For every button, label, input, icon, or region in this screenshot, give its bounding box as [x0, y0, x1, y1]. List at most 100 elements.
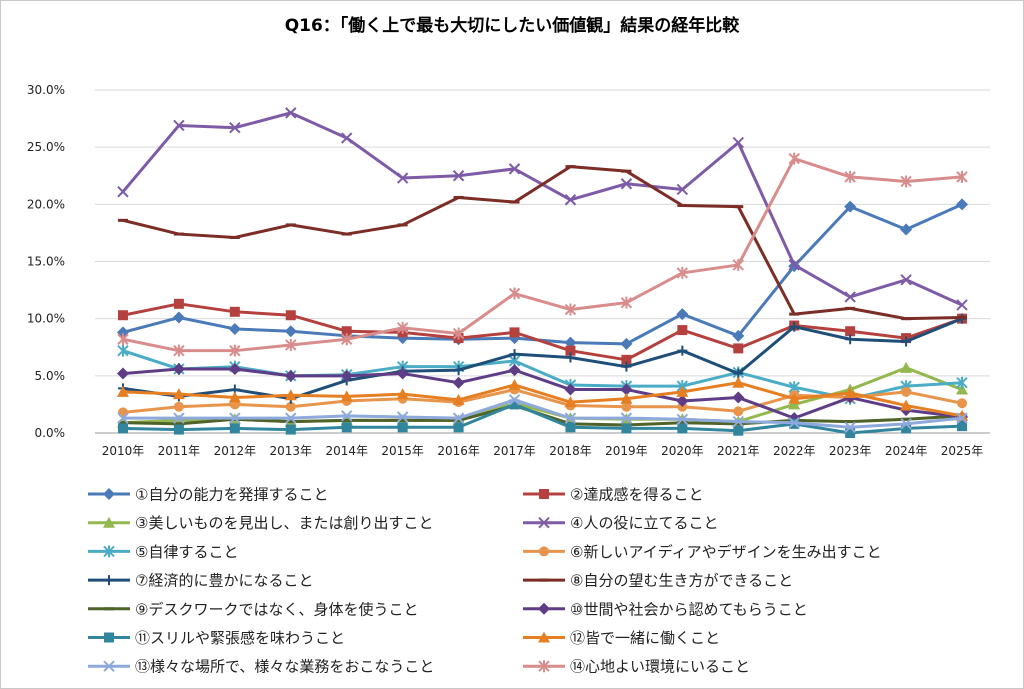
data-point [396, 388, 409, 400]
legend-label: ⑭心地よい環境にいること [570, 658, 750, 676]
legend-label: ④人の役に立てること [570, 514, 718, 532]
legend-label: ⑩世間や社会から認めてもらうこと [570, 600, 808, 618]
data-point [677, 203, 688, 207]
data-point [900, 274, 912, 286]
data-point [117, 218, 128, 222]
data-point [956, 170, 968, 183]
data-point [733, 205, 744, 209]
data-point [900, 418, 912, 430]
data-point [732, 136, 744, 149]
data-point [564, 194, 577, 206]
x-tick-label: 2011年 [158, 444, 201, 458]
data-point [844, 421, 856, 433]
data-point [620, 178, 633, 190]
data-point [452, 376, 465, 389]
legend-label: ②達成感を得ること [570, 486, 703, 504]
data-point [509, 399, 520, 410]
data-point [453, 195, 464, 199]
data-point [620, 383, 633, 396]
data-point [285, 412, 297, 424]
legend-label: ①自分の能力を発揮すること [135, 486, 328, 504]
data-point [676, 266, 689, 279]
data-point [677, 325, 688, 336]
data-point [285, 420, 296, 424]
data-point [341, 418, 352, 422]
legend-marker [538, 631, 550, 643]
legend-label: ⑪スリルや緊張感を味わうこと [135, 629, 345, 647]
legend-label: ⑤自律すること [135, 543, 238, 561]
data-point [452, 412, 465, 424]
series-line [122, 317, 963, 401]
data-point [117, 310, 128, 321]
data-point [732, 391, 745, 404]
legend-marker [539, 546, 549, 557]
data-point [452, 327, 465, 340]
data-point [900, 223, 913, 236]
data-point [901, 336, 912, 347]
data-point [117, 344, 129, 357]
legend-label: ⑦経済的に豊かになること [135, 572, 313, 590]
y-tick-label: 30.0% [27, 83, 65, 97]
data-point [564, 303, 577, 316]
series-line [122, 165, 963, 321]
data-point [285, 401, 296, 412]
data-point [173, 422, 184, 426]
data-point [564, 396, 577, 408]
legend-item: ⑪スリルや緊張感を味わうこと [88, 629, 345, 647]
data-point [676, 394, 689, 407]
x-tick-label: 2012年 [214, 444, 257, 458]
data-point [229, 306, 240, 317]
series-line [122, 402, 963, 435]
data-point [508, 364, 521, 377]
data-point [621, 361, 632, 372]
data-point [900, 361, 913, 373]
data-point [957, 316, 968, 320]
data-point [396, 411, 409, 423]
x-tick-label: 2016年 [437, 444, 480, 458]
data-point [620, 296, 633, 309]
data-point [956, 383, 969, 395]
data-point [172, 311, 185, 324]
data-point [845, 428, 856, 438]
legend-item: ⑫皆で一緒に働くこと [523, 629, 720, 647]
data-point [284, 325, 297, 338]
data-point [341, 410, 353, 422]
data-point [452, 170, 465, 182]
legend-marker [538, 660, 550, 673]
chart-title: Q16：「働く上で最も大切にしたい価値観」結果の経年比較 [285, 15, 741, 36]
legend-marker [103, 660, 115, 672]
data-point [396, 172, 409, 184]
data-point [509, 327, 520, 338]
legend-marker [538, 516, 550, 529]
data-point [228, 322, 241, 335]
data-point [732, 329, 745, 342]
legend-item: ③美しいものを見出し、または創り出すこと [88, 514, 433, 532]
data-point [676, 413, 689, 425]
legend-marker [103, 545, 115, 558]
legend-item: ⑧自分の望む生き方ができること [523, 572, 793, 590]
series-13 [117, 394, 968, 433]
data-point [956, 198, 969, 211]
series-12 [116, 376, 969, 421]
legend-marker [103, 516, 115, 528]
data-point [957, 398, 968, 409]
data-point [844, 200, 857, 213]
legend-label: ⑧自分の望む生き方ができること [570, 572, 793, 590]
data-point [844, 170, 856, 183]
legend-marker [104, 575, 114, 586]
y-tick-label: 15.0% [27, 255, 65, 269]
x-tick-label: 2010年 [102, 444, 145, 458]
data-point [228, 362, 241, 375]
data-point [509, 349, 520, 360]
data-point [676, 385, 689, 397]
data-point [229, 423, 240, 434]
data-point [117, 421, 128, 425]
data-point [340, 390, 353, 402]
legend-item: ⑥新しいアイディアやデザインを生み出すこと [523, 543, 882, 561]
data-point [901, 386, 912, 397]
data-point [285, 338, 297, 351]
x-tick-label: 2020年 [661, 444, 704, 458]
data-point [117, 186, 129, 198]
data-point [845, 306, 856, 310]
